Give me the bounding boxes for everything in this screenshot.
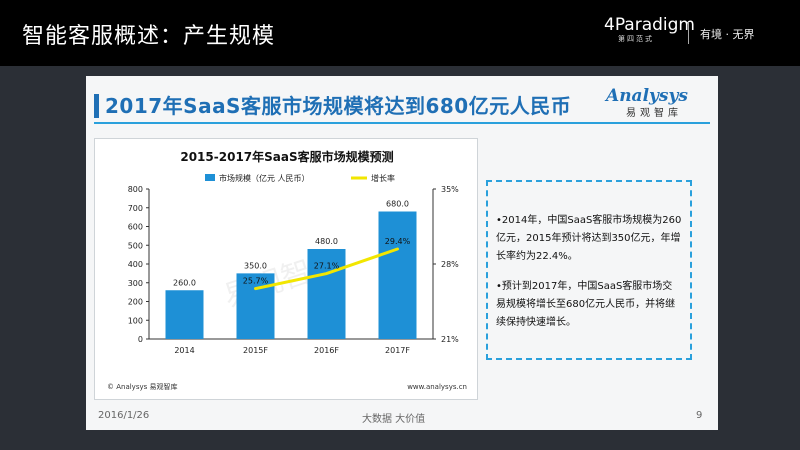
growth-rate-label: 27.1%: [314, 262, 340, 271]
slide-title: 2017年SaaS客服市场规模将达到680亿元人民币: [94, 94, 571, 118]
bar-value-label: 480.0: [315, 237, 338, 246]
analysys-logo: Analysys 易观智库: [606, 86, 688, 119]
note-1: •2014年，中国SaaS客服市场规模为260亿元，2015年预计将达到350亿…: [496, 215, 682, 262]
analysys-logo-subtitle: 易观智库: [626, 108, 682, 119]
top-bar: 智能客服概述：产生规模 4Paradigm 第四范式 有境 · 无界: [0, 0, 800, 66]
legend-swatch-bars: [205, 174, 215, 181]
legend-label-bars: 市场规模（亿元 人民币）: [219, 173, 310, 183]
bar: [307, 249, 346, 339]
brand-divider: [688, 22, 689, 44]
bar-value-label: 260.0: [173, 278, 196, 287]
chart-website: www.analysys.cn: [407, 383, 467, 391]
bar-value-label: 350.0: [244, 261, 267, 270]
footer-date: 2016/1/26: [98, 410, 150, 421]
x-tick-label: 2015F: [243, 346, 268, 355]
chart-panel: 2015-2017年SaaS客服市场规模预测 市场规模（亿元 人民币） 增长率 易观智…: [94, 138, 478, 400]
chart-title: 2015-2017年SaaS客服市场规模预测: [180, 149, 393, 164]
bar: [165, 290, 204, 339]
y-tick-label: 600: [128, 223, 143, 232]
brand-subtitle: 第四范式: [618, 35, 654, 43]
bar: [378, 211, 417, 339]
footer-slogan: 大数据 大价值: [362, 414, 426, 425]
bar-value-label: 680.0: [386, 200, 409, 209]
slide-content: 2017年SaaS客服市场规模将达到680亿元人民币 Analysys 易观智库…: [86, 76, 718, 430]
x-tick-label: 2014: [174, 346, 194, 355]
legend-label-line: 增长率: [371, 173, 395, 183]
note-2: •预计到2017年，中国SaaS客服市场交易规模将增长至680亿元人民币，并将继…: [496, 281, 676, 328]
tagline: 有境 · 无界: [700, 28, 755, 41]
y2-tick-label: 21%: [441, 335, 459, 344]
growth-rate-label: 29.4%: [385, 237, 411, 246]
y-tick-label: 400: [128, 260, 143, 269]
brand-name: 4Paradigm: [604, 15, 695, 35]
y-tick-label: 500: [128, 241, 143, 250]
y-tick-label: 300: [128, 279, 143, 288]
x-tick-label: 2016F: [314, 346, 339, 355]
title-rule: [94, 122, 710, 124]
footer-page-number: 9: [696, 410, 703, 421]
brand-logo: 4Paradigm 第四范式: [604, 16, 695, 44]
notes-box: •2014年，中国SaaS客服市场规模为260亿元，2015年预计将达到350亿…: [486, 180, 692, 360]
y2-tick-label: 28%: [441, 260, 459, 269]
growth-rate-label: 25.7%: [243, 277, 269, 286]
analysys-logo-text: Analysys: [606, 86, 688, 106]
chart-source: © Analysys 易观智库: [107, 382, 178, 391]
y-tick-label: 100: [128, 316, 143, 325]
y-tick-label: 200: [128, 298, 143, 307]
y-tick-label: 800: [128, 185, 143, 194]
x-tick-label: 2017F: [385, 346, 410, 355]
y-tick-label: 700: [128, 204, 143, 213]
bar: [236, 273, 275, 339]
page-title: 智能客服概述：产生规模: [22, 24, 276, 49]
growth-rate-line: [254, 247, 399, 291]
y2-tick-label: 35%: [441, 185, 459, 194]
y-tick-label: 0: [138, 335, 143, 344]
